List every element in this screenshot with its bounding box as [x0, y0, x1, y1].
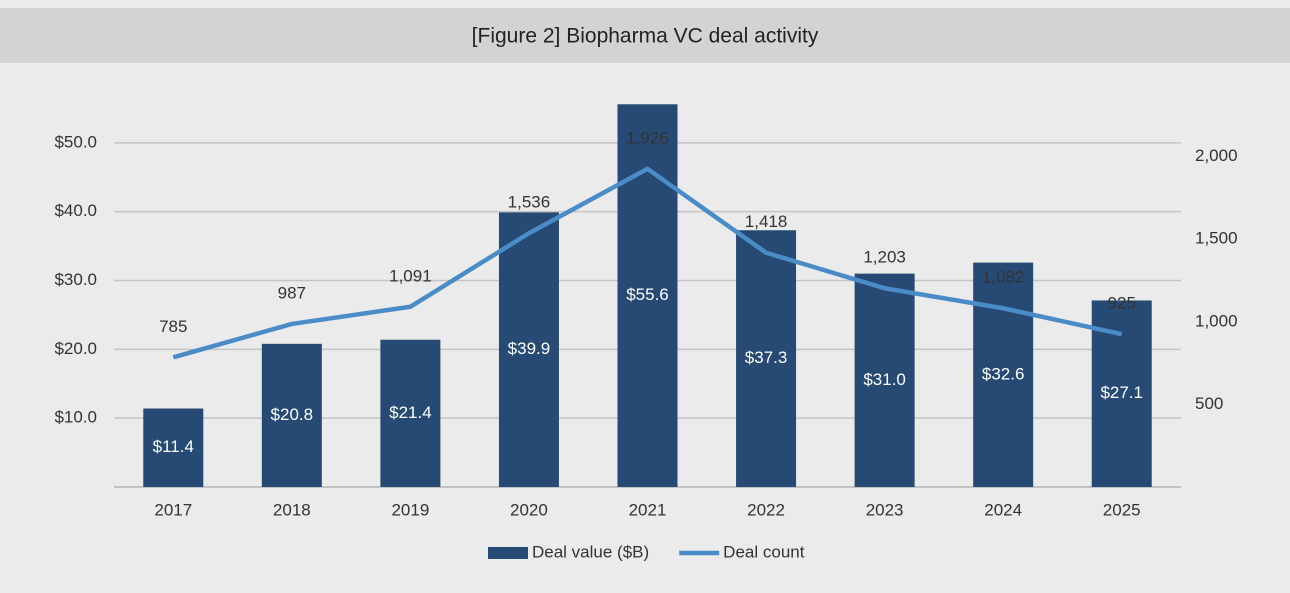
y-tick-label: $20.0	[54, 339, 97, 358]
bar-value-label: $31.0	[863, 370, 906, 389]
x-tick-label: 2024	[984, 500, 1022, 519]
line	[172, 166, 1123, 360]
y2-tick-label: 1,000	[1195, 311, 1238, 330]
y-tick-label: $50.0	[54, 132, 97, 151]
legend-label: Deal value ($B)	[532, 542, 649, 561]
y2-tick-label: 2,000	[1195, 146, 1238, 165]
x-tick-label: 2021	[629, 500, 667, 519]
y2-tick-label: 500	[1195, 394, 1223, 413]
x-tick-label: 2017	[154, 500, 192, 519]
line-value-label: 1,418	[745, 212, 788, 231]
line-value-label: 1,536	[508, 193, 551, 212]
y-tick-label: $10.0	[54, 408, 97, 427]
bar-value-label: $55.6	[626, 285, 669, 304]
x-tick-label: 2022	[747, 500, 785, 519]
bar	[973, 262, 1034, 487]
bar	[143, 408, 204, 487]
x-tick-label: 2018	[273, 500, 311, 519]
line-value-label: 925	[1108, 294, 1136, 313]
y2-tick-label: 1,500	[1195, 229, 1238, 248]
bar-value-label: $27.1	[1100, 383, 1143, 402]
bar	[261, 343, 322, 487]
bar-value-label: $21.4	[389, 403, 432, 422]
line-value-label: 1,091	[389, 266, 432, 285]
y-tick-label: $40.0	[54, 201, 97, 220]
line-value-label: 785	[159, 317, 187, 336]
line-value-label: 1,082	[982, 268, 1025, 287]
x-tick-label: 2023	[866, 500, 904, 519]
line-value-label: 1,926	[626, 128, 669, 147]
line-value-label: 1,203	[863, 248, 906, 267]
bar	[380, 339, 441, 487]
bar-value-label: $32.6	[982, 364, 1025, 383]
bar-value-label: $11.4	[153, 437, 194, 456]
x-tick-label: 2020	[510, 500, 548, 519]
bar-value-label: $20.8	[271, 405, 314, 424]
bar	[498, 212, 559, 488]
x-tick-label: 2025	[1103, 500, 1141, 519]
legend-swatch	[488, 547, 528, 559]
title-band	[0, 8, 1290, 63]
x-tick-label: 2019	[391, 500, 429, 519]
legend-label: Deal count	[723, 542, 805, 561]
chart-title: [Figure 2] Biopharma VC deal activity	[472, 25, 819, 48]
y-tick-label: $30.0	[54, 270, 97, 289]
bar	[854, 273, 915, 487]
bar-value-label: $39.9	[508, 339, 551, 358]
bar-value-label: $37.3	[745, 348, 788, 367]
bar	[736, 230, 797, 488]
line-value-label: 987	[278, 283, 306, 302]
